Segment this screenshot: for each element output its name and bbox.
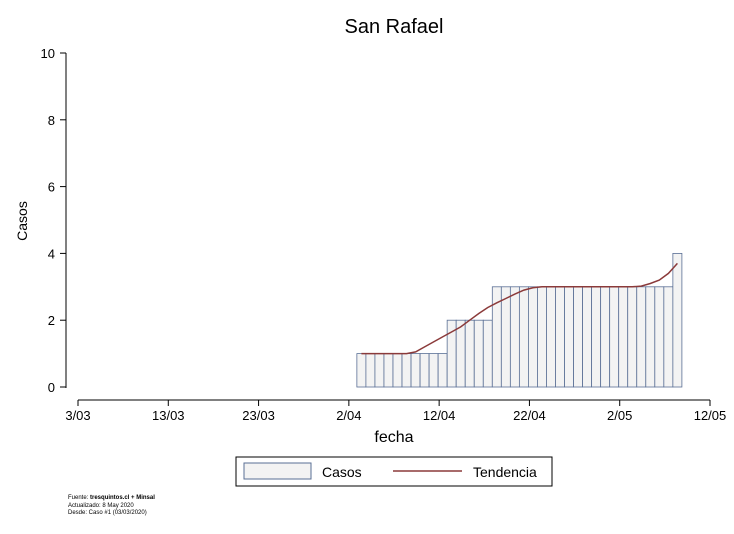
x-tick-label: 12/05 [694, 408, 727, 423]
bar [473, 319, 484, 388]
bar [419, 353, 430, 388]
x-tick-label: 22/04 [513, 408, 546, 423]
legend-tendencia-label: Tendencia [473, 464, 537, 480]
bar [663, 286, 674, 388]
y-axis-label: Casos [14, 201, 30, 241]
x-tick-label: 3/03 [65, 408, 90, 423]
y-tick-label: 10 [41, 46, 55, 61]
bar [437, 353, 448, 388]
legend: Casos Tendencia [235, 456, 553, 487]
bars [356, 252, 683, 388]
bar [509, 286, 520, 388]
x-axis-label: fecha [374, 429, 413, 446]
bar [528, 286, 538, 388]
trend-line [361, 262, 678, 355]
bar [555, 286, 565, 388]
bar [591, 286, 602, 388]
bar [482, 319, 493, 388]
bar [582, 286, 593, 388]
x-tick-label: 13/03 [152, 408, 185, 423]
bar [537, 286, 547, 388]
x-tick-label: 2/04 [336, 408, 361, 423]
bar [618, 286, 629, 388]
bar [645, 286, 656, 388]
y-tick-label: 2 [48, 313, 55, 328]
x-tick-label: 12/04 [423, 408, 456, 423]
y-tick-label: 6 [48, 180, 55, 195]
bar [518, 286, 529, 388]
bar [455, 319, 466, 388]
bar [392, 353, 403, 388]
bar [410, 353, 421, 388]
bar [609, 286, 620, 388]
bar [500, 286, 511, 388]
y-tick-label: 4 [48, 246, 55, 261]
footer-source: Fuente: tresquintos.cl + Minsal [68, 495, 155, 503]
legend-casos-swatch [243, 462, 312, 480]
legend-casos-label: Casos [322, 464, 362, 480]
bar [374, 353, 385, 388]
bar [356, 353, 367, 388]
bar [672, 252, 683, 388]
x-tick-label: 23/03 [242, 408, 275, 423]
bar [573, 286, 583, 388]
bar [546, 286, 556, 388]
bar [428, 353, 439, 388]
y-ticks: 0 2 4 6 8 10 [41, 46, 66, 395]
chart-title: San Rafael [345, 16, 444, 38]
footer-source-name: tresquintos.cl + Minsal [90, 495, 155, 501]
footer-updated: Actualizado: 8 May 2020 [68, 502, 134, 509]
bar [627, 286, 638, 388]
footer-notes: Fuente: tresquintos.cl + Minsal Actualiz… [68, 495, 155, 518]
bar [383, 353, 394, 388]
bar [636, 286, 647, 388]
y-tick-label: 8 [48, 113, 55, 128]
bar [365, 353, 376, 388]
footer-source-prefix: Fuente: [68, 495, 91, 501]
bar [564, 286, 574, 388]
bar [464, 319, 475, 388]
bar [600, 286, 611, 388]
bar [401, 353, 412, 388]
bar [654, 286, 665, 388]
footer-since: Desde: Caso #1 (03/03/2020) [68, 510, 147, 516]
x-ticks: 3/03 13/03 23/03 2/04 12/04 22/04 2/05 12/05 [65, 400, 726, 423]
x-tick-label: 2/05 [607, 408, 632, 423]
y-tick-label: 0 [48, 380, 55, 395]
